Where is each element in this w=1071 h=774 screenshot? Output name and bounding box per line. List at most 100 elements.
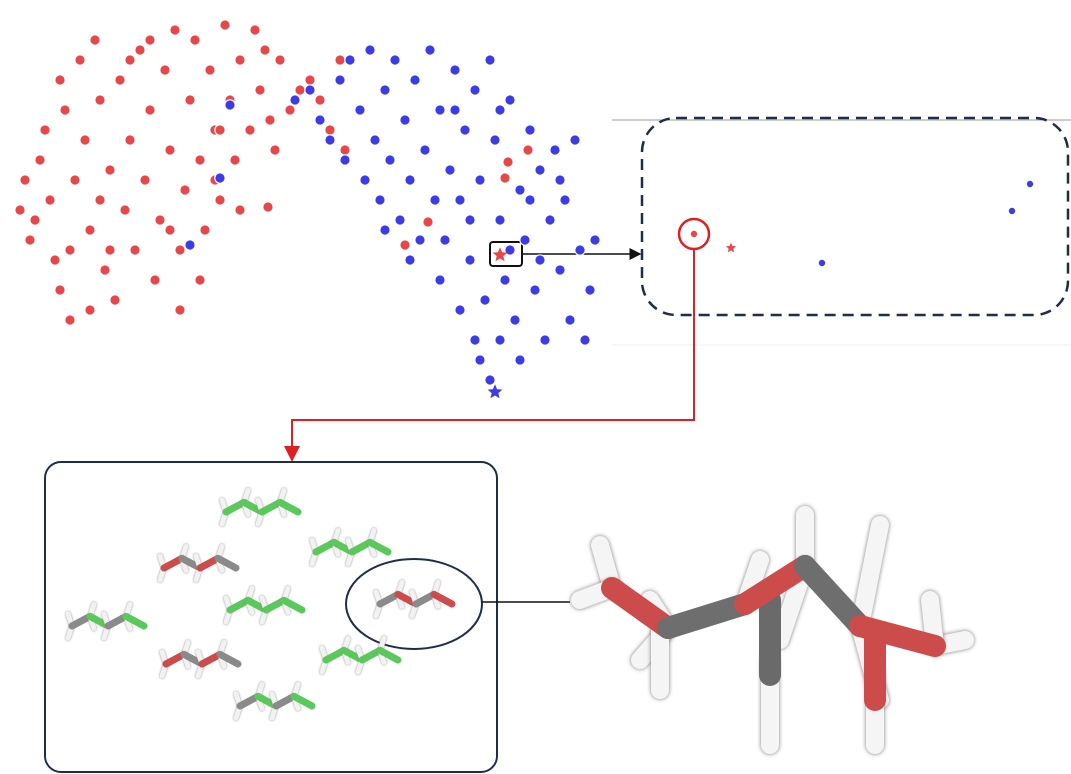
- point: [25, 235, 35, 245]
- point: [470, 335, 480, 345]
- point: [503, 157, 513, 167]
- point: [460, 125, 470, 135]
- point: [355, 105, 365, 115]
- point: [450, 65, 460, 75]
- point: [550, 145, 560, 155]
- point: [523, 145, 533, 155]
- star-point: [726, 243, 736, 253]
- point: [250, 25, 260, 35]
- point: [380, 225, 390, 235]
- point: [440, 235, 450, 245]
- point: [365, 45, 375, 55]
- point: [1026, 180, 1033, 187]
- point: [555, 175, 565, 185]
- point: [100, 265, 110, 275]
- point: [475, 355, 485, 365]
- point: [155, 215, 165, 225]
- star-point: [488, 384, 503, 398]
- point: [180, 185, 190, 195]
- point: [485, 375, 495, 385]
- page: (() => { const data = JSON.parse(documen…: [0, 0, 1071, 774]
- point: [515, 355, 525, 365]
- point: [190, 35, 200, 45]
- point: [375, 195, 385, 205]
- point: [500, 275, 510, 285]
- hydrogen-stick: [860, 525, 880, 626]
- point: [70, 175, 80, 185]
- point: [465, 215, 475, 225]
- point: [315, 95, 325, 105]
- point: [445, 165, 455, 175]
- point: [525, 195, 535, 205]
- point: [455, 195, 465, 205]
- point: [235, 55, 245, 65]
- point: [140, 175, 150, 185]
- point: [15, 205, 25, 215]
- point: [423, 217, 433, 227]
- point: [275, 55, 285, 65]
- point: [585, 285, 595, 295]
- point: [470, 85, 480, 95]
- point: [315, 115, 325, 125]
- point: [580, 335, 590, 345]
- point: [690, 230, 697, 237]
- molecule-closeup: [580, 515, 965, 745]
- point: [235, 205, 245, 215]
- point: [135, 45, 145, 55]
- point: [165, 145, 175, 155]
- point: [430, 195, 440, 205]
- point: [455, 305, 465, 315]
- point: [425, 45, 435, 55]
- point: [220, 20, 230, 30]
- point: [215, 195, 225, 205]
- point: [395, 215, 405, 225]
- point: [405, 255, 415, 265]
- point: [65, 245, 75, 255]
- point: [255, 85, 265, 95]
- point: [1008, 207, 1015, 214]
- highlight-arrow: [292, 249, 694, 460]
- point: [205, 65, 215, 75]
- point: [380, 85, 390, 95]
- point: [485, 55, 495, 65]
- point: [245, 125, 255, 135]
- point: [260, 45, 270, 55]
- point: [305, 75, 315, 85]
- point: [510, 315, 520, 325]
- point: [335, 55, 345, 65]
- point: [570, 135, 580, 145]
- point: [505, 245, 515, 255]
- point: [575, 245, 585, 255]
- point: [360, 175, 370, 185]
- point: [525, 125, 535, 135]
- bond: [668, 604, 745, 628]
- point: [495, 105, 505, 115]
- point: [165, 225, 175, 235]
- point: [50, 255, 60, 265]
- point: [195, 275, 205, 285]
- point: [225, 100, 235, 110]
- point: [160, 65, 170, 75]
- point: [120, 205, 130, 215]
- point: [495, 335, 505, 345]
- point: [325, 125, 335, 135]
- point: [435, 275, 445, 285]
- point: [45, 195, 55, 205]
- point: [475, 175, 485, 185]
- point: [20, 175, 30, 185]
- point: [420, 145, 430, 155]
- point: [90, 35, 100, 45]
- point: [335, 75, 345, 85]
- point: [385, 155, 395, 165]
- point: [150, 275, 160, 285]
- point: [185, 95, 195, 105]
- figure: [0, 0, 1071, 774]
- point: [495, 215, 505, 225]
- point: [295, 85, 305, 95]
- point: [370, 135, 380, 145]
- point: [565, 315, 575, 325]
- point: [215, 125, 225, 135]
- point: [450, 105, 460, 115]
- point: [340, 155, 350, 165]
- point: [290, 95, 300, 105]
